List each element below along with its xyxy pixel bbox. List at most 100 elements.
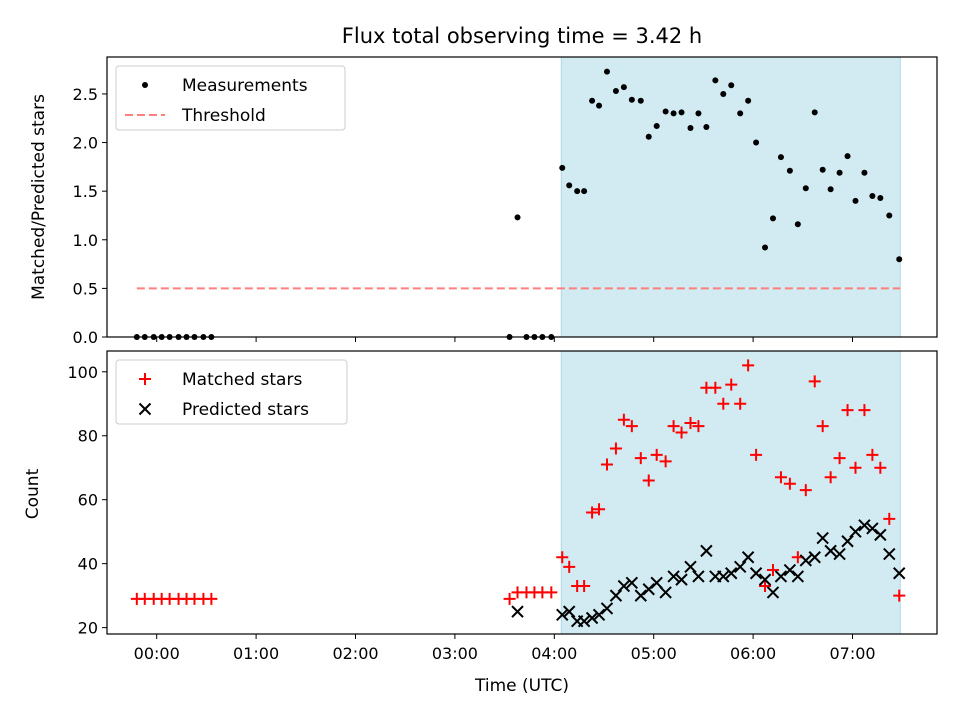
data-point (766, 586, 780, 599)
data-point (725, 567, 738, 580)
data-point (783, 477, 796, 490)
data-point (791, 570, 805, 583)
data-point (734, 397, 747, 410)
data-point (650, 448, 663, 461)
top-y-tick-label: 2.5 (73, 85, 98, 104)
data-point (700, 544, 713, 558)
data-point (634, 589, 647, 602)
data-point (642, 583, 655, 596)
data-point (670, 110, 677, 117)
data-point (574, 188, 581, 195)
data-point (603, 68, 610, 75)
data-point (645, 133, 652, 140)
x-tick-label: 05:00 (631, 644, 677, 663)
bottom-axes-frame (106, 350, 938, 635)
legend-marker (142, 82, 148, 88)
data-point (675, 573, 688, 586)
data-point (545, 586, 558, 599)
data-point (678, 109, 685, 116)
top-y-tick-label: 2.0 (73, 134, 98, 153)
data-point (617, 579, 631, 593)
data-point (612, 88, 619, 95)
top-y-tick-label: 1.0 (73, 231, 98, 250)
x-tick-label: 07:00 (829, 644, 875, 663)
data-point (563, 605, 576, 618)
data-point (883, 547, 896, 561)
data-point (592, 608, 606, 622)
data-point (511, 605, 524, 618)
data-point (556, 551, 569, 564)
bottom-y-tick-label: 20 (78, 619, 98, 638)
data-point (861, 169, 868, 176)
data-point (662, 108, 669, 115)
data-point (816, 420, 829, 433)
data-point (695, 110, 702, 117)
legend-label: Threshold (181, 106, 266, 126)
data-point (687, 124, 694, 131)
data-point (886, 212, 893, 219)
data-point (808, 375, 821, 388)
data-point (642, 474, 655, 487)
data-point (824, 471, 837, 484)
data-point (827, 186, 834, 193)
data-point (794, 221, 801, 228)
data-point (833, 547, 846, 561)
bottom-observing-span (560, 350, 901, 635)
data-point (802, 185, 809, 192)
data-point (634, 452, 647, 465)
legend-box (115, 359, 348, 425)
data-point (758, 573, 772, 586)
data-point (596, 102, 603, 109)
data-point (556, 608, 569, 622)
data-point (783, 563, 797, 577)
data-point (589, 97, 596, 104)
data-point (717, 397, 730, 410)
data-point (819, 166, 826, 173)
top-panel: 0.0 0.5 1.0 1.5 2.0 2.5 Measurements Threshold (73, 56, 938, 347)
bottom-y-tick-label: 40 (78, 555, 98, 574)
data-point (874, 528, 887, 542)
data-point (858, 519, 871, 532)
data-point (769, 215, 776, 222)
data-point (774, 570, 788, 583)
data-point (609, 589, 623, 602)
data-point (844, 153, 851, 160)
data-point (866, 522, 879, 535)
data-point (777, 154, 784, 161)
x-tick-label: 04:00 (531, 644, 577, 663)
data-point (625, 420, 638, 433)
data-point (684, 560, 697, 574)
data-point (559, 164, 566, 171)
top-axes-frame (106, 56, 938, 338)
data-point (503, 592, 516, 605)
data-point (728, 82, 735, 89)
data-point (824, 544, 837, 558)
x-tick-label: 06:00 (730, 644, 776, 663)
data-point (692, 420, 705, 433)
top-y-axis-label: Matched/Predicted stars (29, 94, 49, 300)
data-point (893, 567, 906, 580)
data-point (841, 535, 854, 548)
data-point (874, 461, 887, 474)
data-point (675, 426, 688, 439)
data-point (581, 188, 588, 195)
legend-marker (139, 373, 151, 385)
top-legend: Measurements Threshold (115, 65, 346, 131)
data-point (712, 77, 719, 84)
data-point (849, 461, 862, 474)
data-point (585, 611, 599, 625)
x-axis-label: Time (UTC) (474, 676, 569, 696)
data-point (703, 124, 710, 130)
data-point (833, 452, 846, 465)
top-observing-span (560, 56, 901, 338)
data-point (896, 256, 903, 263)
data-point (749, 567, 763, 580)
data-point (866, 448, 879, 461)
data-point (692, 570, 705, 583)
data-point (883, 512, 896, 525)
data-point (786, 167, 793, 174)
data-point (205, 592, 218, 605)
bottom-panel: 20 40 60 80 100 00:00 01:00 02:00 03:00 04:00 05:0… (67, 350, 938, 663)
data-point (774, 471, 787, 484)
